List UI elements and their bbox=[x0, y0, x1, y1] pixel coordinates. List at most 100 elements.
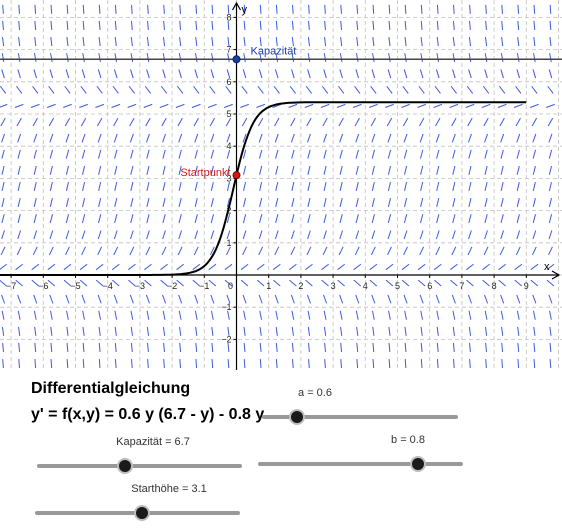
x-tick-label: 2 bbox=[298, 281, 303, 291]
slider-kapazitaet[interactable]: Kapazität = 6.7 bbox=[37, 436, 242, 479]
solution-curve[interactable] bbox=[0, 101, 527, 276]
direction-field-segment bbox=[548, 198, 552, 208]
direction-field-segment bbox=[80, 117, 87, 127]
direction-field-segment bbox=[146, 230, 150, 240]
direction-field-segment bbox=[243, 165, 247, 175]
direction-field-segment bbox=[178, 294, 183, 304]
direction-field-segment bbox=[324, 342, 326, 352]
direction-field-segment bbox=[484, 294, 489, 304]
direction-field-segment bbox=[549, 359, 552, 369]
direction-field-segment bbox=[515, 246, 521, 256]
direction-field-segment bbox=[65, 69, 70, 79]
direction-field-segment bbox=[548, 69, 553, 79]
slider-kapazitaet-thumb[interactable] bbox=[117, 458, 134, 474]
slider-b-track[interactable] bbox=[258, 462, 463, 466]
direction-field-segment bbox=[307, 230, 311, 240]
slider-b-thumb[interactable] bbox=[409, 456, 426, 472]
direction-field-segment bbox=[501, 342, 504, 352]
direction-field-segment bbox=[162, 294, 167, 304]
direction-field-segment bbox=[128, 279, 136, 287]
direction-field-segment bbox=[291, 37, 294, 47]
slider-starthoehe-thumb[interactable] bbox=[133, 505, 150, 521]
direction-field-segment bbox=[2, 4, 4, 14]
direction-field-segment bbox=[469, 342, 471, 352]
slider-a[interactable]: a = 0.6 bbox=[262, 387, 458, 430]
direction-field-segment bbox=[194, 181, 198, 191]
direction-field-segment bbox=[146, 214, 150, 224]
direction-field-segment bbox=[404, 342, 407, 352]
direction-field-segment bbox=[307, 165, 311, 175]
direction-field-segment bbox=[468, 198, 472, 208]
direction-field-segment bbox=[336, 103, 346, 108]
direction-field-segment bbox=[514, 263, 523, 271]
direction-field-segment bbox=[356, 4, 359, 14]
direction-field-segment bbox=[485, 37, 488, 47]
direction-field-segment bbox=[483, 246, 489, 256]
direction-field-segment bbox=[371, 198, 375, 208]
direction-field-segment bbox=[468, 214, 472, 224]
direction-field-segment bbox=[242, 294, 247, 304]
direction-field-segment bbox=[307, 214, 311, 224]
direction-field-segment bbox=[161, 246, 167, 256]
direction-field-segment bbox=[32, 246, 38, 256]
direction-field-segment bbox=[242, 69, 247, 79]
direction-field-segment bbox=[304, 103, 314, 108]
direction-field-segment bbox=[114, 342, 117, 352]
direction-field-segment bbox=[355, 294, 360, 304]
direction-field-segment bbox=[210, 69, 215, 79]
direction-field-segment bbox=[144, 279, 152, 287]
direction-field-segment bbox=[16, 85, 23, 94]
direction-field-segment bbox=[241, 85, 248, 94]
direction-field-segment bbox=[436, 214, 440, 224]
direction-field-segment bbox=[340, 359, 342, 369]
direction-field-segment bbox=[387, 181, 391, 191]
direction-field-segment bbox=[307, 53, 311, 63]
direction-field-segment bbox=[404, 326, 407, 336]
direction-field-segment bbox=[372, 53, 375, 63]
x-tick-label: −6 bbox=[38, 281, 48, 291]
slider-a-thumb[interactable] bbox=[289, 409, 306, 425]
direction-field-segment bbox=[16, 117, 22, 127]
slider-kapazitaet-track[interactable] bbox=[37, 464, 242, 468]
direction-field-segment bbox=[353, 279, 362, 287]
direction-field-segment bbox=[194, 133, 199, 143]
slider-b[interactable]: b = 0.8 bbox=[258, 434, 463, 477]
direction-field-segment bbox=[388, 359, 391, 369]
direction-field-segment bbox=[323, 198, 327, 208]
direction-field-segment bbox=[162, 198, 166, 208]
slider-starthoehe[interactable]: Starthöhe = 3.1 bbox=[35, 483, 240, 526]
direction-field-segment bbox=[82, 181, 86, 191]
direction-field-segment bbox=[259, 4, 262, 14]
direction-field-segment bbox=[385, 279, 394, 287]
direction-field-segment bbox=[484, 53, 488, 63]
startpunkt-point[interactable] bbox=[232, 171, 241, 180]
direction-field-segment bbox=[50, 326, 53, 336]
direction-field-segment bbox=[210, 149, 215, 159]
kapazitaet-point[interactable] bbox=[232, 55, 241, 64]
direction-field-segment bbox=[193, 85, 200, 94]
direction-field-segment bbox=[17, 133, 22, 143]
direction-field-segment bbox=[257, 117, 264, 127]
direction-field-segment bbox=[49, 133, 54, 143]
direction-field-segment bbox=[195, 37, 198, 47]
direction-field-segment bbox=[130, 69, 134, 79]
x-tick-label: 8 bbox=[492, 281, 497, 291]
direction-field-segment bbox=[65, 181, 69, 191]
direction-field-segment bbox=[548, 181, 552, 191]
direction-field-segment bbox=[162, 230, 166, 240]
direction-field-segment bbox=[452, 149, 456, 159]
direction-field-segment bbox=[467, 294, 472, 304]
direction-field-segment bbox=[178, 53, 182, 63]
direction-field-segment bbox=[243, 359, 246, 369]
direction-field-segment bbox=[95, 263, 104, 271]
direction-field-segment bbox=[81, 214, 86, 224]
direction-field-segment bbox=[465, 103, 475, 108]
slider-a-track[interactable] bbox=[262, 415, 458, 419]
x-axis-arrow bbox=[551, 270, 561, 280]
direction-field-segment bbox=[194, 310, 198, 320]
direction-field-segment bbox=[549, 4, 552, 14]
direction-field-segment bbox=[162, 53, 166, 63]
direction-field-segment bbox=[130, 342, 133, 352]
direction-field-segment bbox=[385, 263, 394, 271]
